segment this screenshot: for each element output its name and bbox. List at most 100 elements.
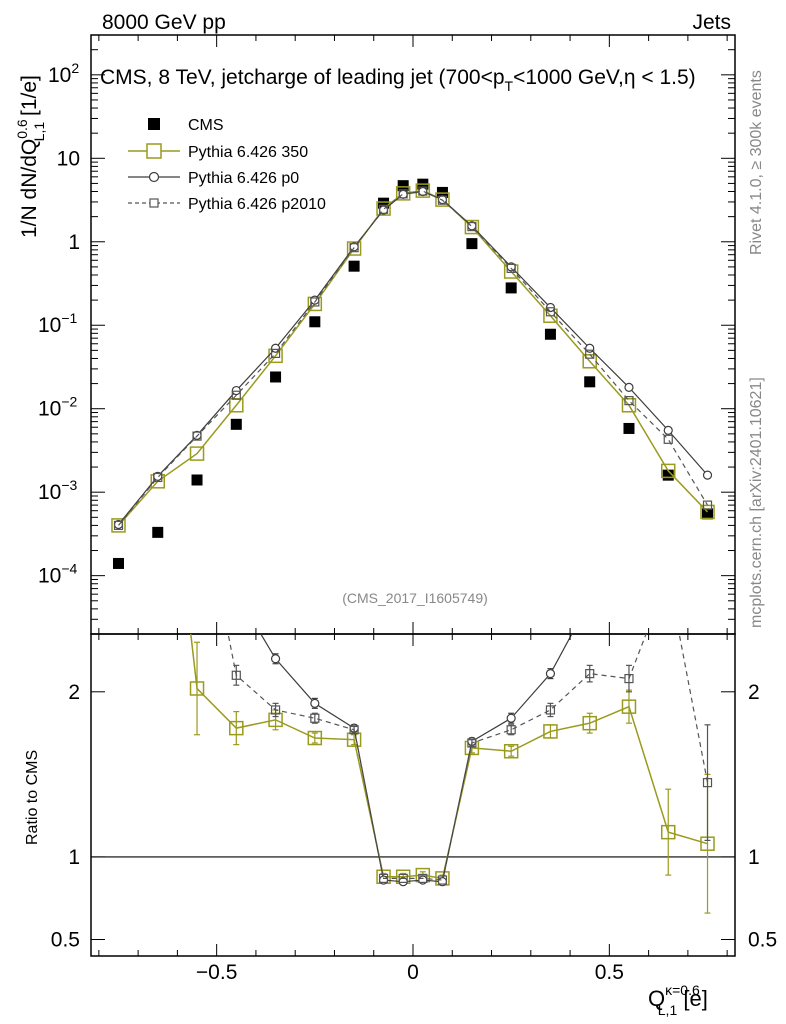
ratio-pythia-6-426-p2010-point-12: [624, 673, 634, 684]
point-pythia-6-426-p0-4: [270, 343, 281, 353]
ratio-pythia-6-426-p0-point-0: [270, 654, 281, 664]
ratio-pythia-6-426-p2010-point-11: [585, 669, 595, 679]
point-cms-17: [702, 508, 714, 520]
legend-label-350: Pythia 6.426 350: [188, 144, 308, 161]
ratio-tick-label-right-1: 1: [748, 846, 760, 869]
point-cms-15: [623, 422, 635, 434]
point-pythia-6-426-p0-8: [398, 189, 408, 199]
legend-marker-cms: [148, 118, 160, 130]
legend-label-cms: CMS: [188, 117, 224, 134]
ratio-pythia-6-426-350-point-14: [660, 824, 676, 840]
point-cms-14: [584, 376, 596, 388]
point-cms-5: [309, 316, 321, 328]
point-cms-7: [378, 197, 390, 209]
point-pythia-6-426-350-17: [700, 504, 715, 520]
ratio-pythia-6-426-p2010-point-6: [418, 873, 428, 883]
line-pythia-6-426-p2010: [118, 190, 709, 526]
point-cms-1: [152, 526, 164, 538]
legend-label-p0: Pythia 6.426 p0: [188, 170, 299, 187]
ratio-tick-label-right-2: 2: [748, 681, 760, 704]
x-axis-label: Qκ=0.6 L,1 [e]: [648, 982, 708, 1018]
ratio-pythia-6-426-p2010-point-10: [545, 705, 556, 715]
analysis-id-watermark: (CMS_2017_I1605749): [342, 590, 488, 606]
ratio-pythia-6-426-p0-point-8: [506, 713, 516, 723]
ratio-pythia-6-426-p2010-point-3: [349, 725, 359, 735]
ratio-pythia-6-426-p2010-point-2: [310, 713, 320, 723]
point-pythia-6-426-p0-9: [418, 186, 428, 197]
point-pythia-6-426-p2010-9: [418, 186, 428, 196]
point-pythia-6-426-p2010-15: [624, 396, 634, 406]
y-tick-label-5: 10: [57, 147, 80, 170]
ratio-pythia-6-426-p2010-point-5: [398, 873, 408, 883]
y-tick-label-0: 10−4: [38, 561, 78, 588]
mcplots-label: mcplots.cern.ch [arXiv:2401.10621]: [748, 377, 765, 628]
point-pythia-6-426-p2010-12: [506, 263, 516, 273]
point-pythia-6-426-350-11: [464, 219, 480, 235]
legend-marker-350: [146, 143, 162, 159]
y-tick-label-4: 1: [68, 231, 80, 254]
ratio-pythia-6-426-350-point-0: [189, 681, 205, 696]
point-pythia-6-426-p2010-0: [113, 520, 124, 531]
ratio-pythia-6-426-350-point-12: [582, 715, 597, 731]
point-pythia-6-426-p2010-13: [545, 307, 556, 317]
ratio-pythia-6-426-p2010-point-13: [702, 778, 713, 788]
ratio-pythia-6-426-350-point-11: [543, 724, 558, 739]
point-pythia-6-426-350-7: [376, 201, 391, 216]
x-tick-label-2: 0.5: [595, 961, 624, 984]
ratio-pythia-6-426-350-point-10: [503, 743, 519, 759]
ratio-tick-label-left-0: 0.5: [51, 928, 80, 951]
ratio-tick-label-left-2: 2: [68, 681, 80, 704]
ratio-pythia-6-426-p2010-point-1: [270, 705, 281, 715]
point-pythia-6-426-p2010-2: [192, 431, 202, 441]
point-pythia-6-426-p0-15: [624, 382, 634, 393]
point-cms-8: [397, 180, 409, 192]
ratio-tick-label-left-1: 1: [68, 846, 80, 869]
point-cms-2: [191, 474, 203, 486]
ratio-pythia-6-426-p2010-point-7: [437, 875, 448, 885]
point-pythia-6-426-350-16: [660, 463, 676, 479]
rivet-label: Rivet 4.1.0, ≥ 300k events: [748, 70, 765, 255]
point-cms-6: [348, 260, 360, 272]
ratio-pythia-6-426-p0-point-1: [310, 698, 320, 708]
ratio-pythia-6-426-p0-line: [260, 634, 573, 883]
ratio-pythia-6-426-p2010-point-0: [231, 670, 241, 680]
point-pythia-6-426-350-15: [621, 398, 637, 413]
point-pythia-6-426-p0-3: [231, 385, 241, 396]
ratio-panel-frame: [90, 633, 736, 957]
point-pythia-6-426-p2010-5: [310, 297, 320, 307]
line-pythia-6-426-p0: [118, 190, 708, 525]
ratio-pythia-6-426-350-point-3: [307, 730, 323, 746]
point-pythia-6-426-p2010-3: [231, 390, 241, 400]
chart-title: CMS, 8 TeV, jetcharge of leading jet (70…: [100, 66, 696, 94]
y-tick-label-1: 10−3: [38, 477, 78, 504]
ratio-pythia-6-426-350-point-13: [621, 699, 637, 714]
ratio-pythia-6-426-p0-point-9: [545, 669, 556, 679]
point-pythia-6-426-p2010-10: [437, 195, 448, 205]
point-pythia-6-426-350-0: [111, 518, 126, 533]
point-cms-13: [544, 328, 556, 340]
point-pythia-6-426-p2010-17: [702, 500, 713, 510]
point-pythia-6-426-p2010-4: [270, 348, 281, 358]
point-pythia-6-426-p2010-8: [398, 189, 408, 199]
point-pythia-6-426-p2010-6: [349, 243, 359, 253]
point-pythia-6-426-p2010-16: [663, 434, 673, 444]
line-pythia-6-426-350: [117, 189, 709, 526]
point-pythia-6-426-p2010-14: [585, 349, 595, 359]
ratio-pythia-6-426-p2010-point-9: [506, 725, 516, 735]
legend-marker-p2010: [149, 198, 159, 208]
y-tick-label-2: 10−2: [38, 394, 78, 421]
y-axis-label: 1/N dN/dQ0.6L,1 [1/e]: [14, 75, 47, 238]
point-pythia-6-426-p0-17: [702, 470, 713, 480]
point-pythia-6-426-p2010-7: [378, 204, 389, 214]
ratio-pythia-6-426-350-point-1: [229, 720, 244, 736]
point-pythia-6-426-p2010-1: [153, 472, 163, 483]
point-pythia-6-426-350-9: [415, 183, 431, 198]
ratio-y-axis-label: Ratio to CMS: [24, 750, 41, 845]
x-tick-label-1: 0: [407, 961, 419, 984]
point-pythia-6-426-p2010-11: [467, 221, 477, 232]
legend-marker-p0: [148, 171, 160, 183]
y-tick-label-3: 10−1: [38, 310, 78, 337]
point-pythia-6-426-350-2: [189, 446, 205, 461]
y-tick-label-6: 102: [48, 60, 79, 87]
